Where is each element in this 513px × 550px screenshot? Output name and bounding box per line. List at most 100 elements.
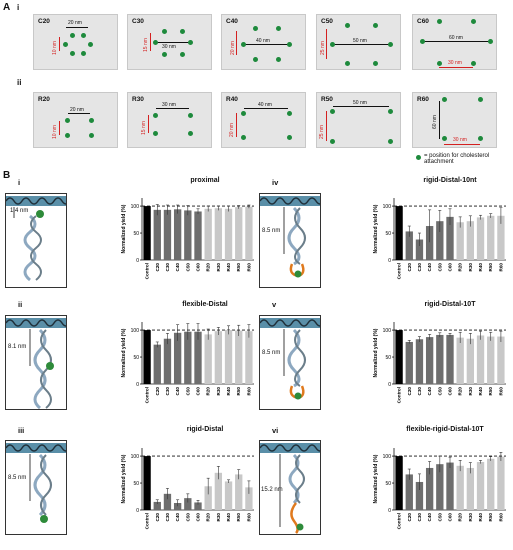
distance-label: 8.1 nm [8, 344, 27, 350]
x-tick-label: C20 [155, 387, 160, 396]
x-tick-label: C30 [165, 387, 170, 396]
bar-chart-rigid-distal: 0 50 100 Normalized yield (%) Control C20 C30 C… [121, 448, 254, 529]
x-tick-label: C20 [155, 263, 160, 272]
dna-schematic [260, 196, 320, 278]
vertical-measure-label: 15 nm [143, 38, 149, 52]
horizontal-measure [244, 108, 288, 109]
bar [143, 456, 151, 510]
bar-chart-proximal: 0 50 100 Normalized yield (%) Control C20 C30 C… [121, 198, 254, 279]
row-i-label: i [17, 3, 20, 12]
illustration-flexible-rigid-distal-10t: 15.2 nm [259, 440, 321, 535]
cholesterol-dot [477, 135, 483, 141]
x-tick-label: R30 [216, 387, 221, 396]
cholesterol-dot [344, 22, 350, 28]
y-tick-label: 100 [131, 328, 140, 334]
x-tick-label: R30 [468, 513, 473, 522]
bar [204, 334, 212, 384]
bar [214, 208, 223, 260]
cholesterol-dot [344, 60, 350, 66]
bar [235, 207, 243, 260]
cholesterol-dot [286, 134, 292, 140]
layout-box-r30: R30 30 nm 15 nm [127, 92, 212, 148]
bar [204, 486, 212, 510]
cholesterol-dot [436, 60, 442, 66]
x-tick-label: R60 [246, 263, 251, 272]
y-axis-label: Normalized yield (%) [373, 454, 379, 503]
x-tick-label: R40 [226, 513, 231, 522]
subpanel-iii-label: iii [18, 426, 25, 435]
bar [436, 221, 444, 260]
box-label: C30 [132, 18, 144, 25]
cholesterol-dot [187, 39, 193, 45]
y-tick-label: 50 [385, 355, 391, 361]
horizontal-measure [423, 41, 489, 42]
subpanel-v-label: v [272, 300, 277, 309]
x-tick-label: R20 [206, 263, 211, 272]
horizontal-measure-label: 30 nm [162, 102, 176, 108]
x-tick-label: R40 [478, 513, 483, 522]
x-tick-label: R60 [498, 513, 503, 522]
x-tick-label: R40 [478, 263, 483, 272]
bar [194, 331, 202, 384]
cholesterol-dot [64, 132, 70, 138]
bar [456, 337, 464, 384]
bar [153, 501, 161, 510]
dna-schematic [260, 443, 320, 534]
y-tick-label: 0 [388, 382, 391, 388]
panel-b-letter: B [3, 170, 11, 181]
vertical-measure [236, 113, 237, 137]
y-axis-label: Normalized yield (%) [121, 328, 127, 377]
bar [487, 215, 495, 260]
cholesterol-dot [152, 112, 158, 118]
bar [466, 221, 475, 260]
layout-box-c40: C40 40 nm 20 nm [221, 14, 306, 70]
bar [194, 502, 202, 510]
bottom-measure [444, 144, 480, 145]
dna-schematic [6, 196, 66, 282]
y-tick-label: 0 [388, 508, 391, 514]
cholesterol-dot [179, 51, 185, 57]
cholesterol-dot [252, 25, 258, 31]
cholesterol-dot [470, 60, 476, 66]
x-tick-label: C30 [417, 513, 422, 522]
panel-a-letter: A [3, 2, 11, 13]
bar [143, 206, 151, 260]
bar [245, 331, 253, 384]
y-tick-label: 50 [133, 231, 139, 237]
x-tick-label: R50 [236, 263, 241, 272]
bar [204, 208, 212, 260]
x-tick-label: C40 [175, 387, 180, 396]
chart-title: flexible-rigid-Distal-10T [406, 426, 484, 433]
x-tick-label: C40 [427, 387, 432, 396]
x-tick-label: C50 [185, 513, 190, 522]
cholesterol-dot [80, 50, 86, 56]
x-tick-label: C30 [165, 513, 170, 522]
bar [184, 498, 192, 510]
y-tick-label: 100 [131, 454, 140, 460]
horizontal-measure-label: 40 nm [258, 102, 272, 108]
y-tick-label: 100 [131, 204, 140, 210]
y-tick-label: 50 [133, 355, 139, 361]
legend-text: = position for cholesterol attachment [424, 153, 490, 165]
y-tick-label: 50 [385, 231, 391, 237]
bar [487, 336, 495, 384]
vertical-measure [326, 29, 327, 59]
bar [405, 231, 413, 260]
y-tick-label: 50 [133, 481, 139, 487]
cholesterol-dot [329, 138, 335, 144]
bar [476, 335, 485, 384]
x-tick-label: R30 [468, 263, 473, 272]
x-tick-label: C20 [407, 263, 412, 272]
cholesterol-dot [88, 117, 94, 123]
dna-schematic [6, 318, 66, 409]
bar [405, 474, 413, 510]
x-tick-label: R20 [458, 263, 463, 272]
x-tick-label: C20 [155, 513, 160, 522]
vertical-measure-label: 25 nm [319, 125, 325, 139]
x-tick-label: R40 [478, 387, 483, 396]
x-tick-label: R50 [236, 513, 241, 522]
illustration-rigid-distal: 8.5 nm [5, 440, 67, 535]
cholesterol-dot [187, 112, 193, 118]
cholesterol-dot [179, 28, 185, 34]
x-tick-label: R40 [226, 387, 231, 396]
